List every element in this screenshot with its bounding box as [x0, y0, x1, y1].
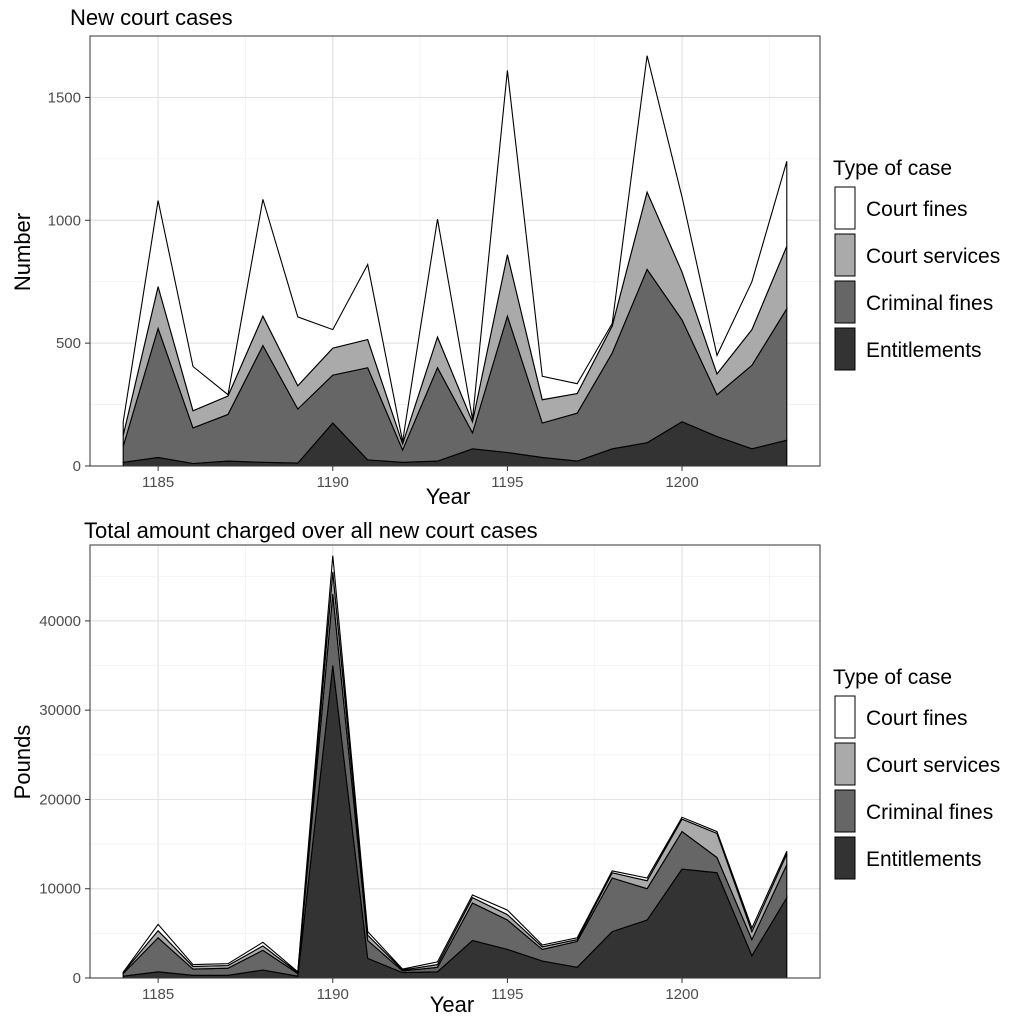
chart-title: Total amount charged over all new court … [84, 518, 538, 543]
chart-panel-2: Total amount charged over all new court … [10, 518, 1000, 1017]
legend-label: Criminal fines [866, 292, 993, 315]
y-tick-label: 20000 [39, 791, 81, 808]
y-tick-label: 1000 [48, 212, 81, 229]
legend-key-court-services [834, 742, 856, 786]
x-tick-label: 1200 [665, 986, 698, 1003]
y-tick-label: 30000 [39, 702, 81, 719]
area-court-fines [122, 555, 788, 975]
legend-key-criminal-fines [834, 280, 856, 324]
legend-key-entitlements [834, 327, 856, 371]
legend-key-court-fines [834, 695, 856, 739]
legend-key-entitlements [834, 836, 856, 880]
legend-label: Court fines [866, 707, 968, 730]
x-tick-label: 1200 [665, 474, 698, 491]
area-court-fines [122, 55, 788, 446]
legend: Type of case Court fines Court services Cri… [833, 666, 1000, 880]
x-tick-label: 1185 [142, 474, 174, 491]
legend-label: Court fines [866, 198, 968, 221]
x-tick-label: 1185 [142, 986, 174, 1003]
legend: Type of case Court fines Court services Cri… [833, 157, 1000, 371]
y-tick-label: 0 [73, 970, 81, 987]
legend-title: Type of case [833, 157, 952, 180]
legend-label: Entitlements [866, 339, 982, 362]
chart-panel-1: New court cases 1185 1190 1195 1200 0 500 1000 1… [10, 5, 1000, 509]
legend-label: Entitlements [866, 848, 982, 871]
legend-label: Court services [866, 754, 1000, 777]
y-axis-title: Pounds [10, 725, 35, 800]
chart-title: New court cases [70, 5, 233, 30]
x-tick-label: 1195 [491, 986, 523, 1003]
legend-title: Type of case [833, 666, 952, 689]
legend-label: Court services [866, 245, 1000, 268]
y-tick-label: 40000 [39, 613, 81, 630]
y-tick-label: 1500 [48, 89, 81, 106]
y-tick-label: 500 [56, 335, 81, 352]
y-tick-label: 10000 [39, 881, 81, 898]
x-tick-label: 1190 [317, 474, 349, 491]
y-tick-label: 0 [73, 458, 81, 475]
y-axis-title: Number [10, 213, 35, 291]
legend-key-court-services [834, 233, 856, 277]
x-axis-title: Year [426, 484, 470, 509]
x-axis-title: Year [430, 992, 474, 1017]
x-tick-label: 1190 [317, 986, 349, 1003]
legend-key-court-fines [834, 186, 856, 230]
legend-label: Criminal fines [866, 801, 993, 824]
panel-border [89, 544, 821, 979]
x-tick-label: 1195 [491, 474, 523, 491]
panel-border [89, 35, 821, 467]
legend-key-criminal-fines [834, 789, 856, 833]
